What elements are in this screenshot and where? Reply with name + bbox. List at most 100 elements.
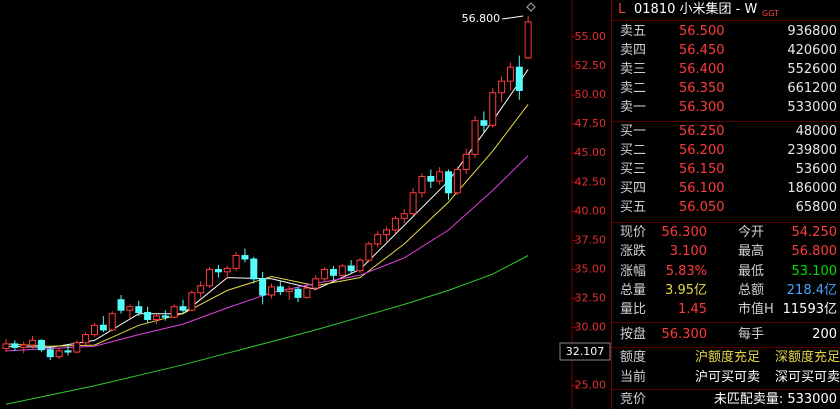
candle-body xyxy=(347,265,355,272)
candle-body xyxy=(197,285,205,294)
y-tick-label: 50.00 xyxy=(575,88,607,101)
stat-value: 5.83% xyxy=(665,263,707,279)
candle-body xyxy=(498,80,506,94)
panel-divider xyxy=(611,0,612,409)
stat-value: 54.250 xyxy=(791,225,838,240)
quota-value: 深额度充足 xyxy=(774,350,840,365)
stat-label: 涨幅 xyxy=(620,263,647,279)
candle-body xyxy=(241,255,249,260)
stat-value: 218.4亿 xyxy=(786,282,837,298)
y-tick-label: 25.00 xyxy=(575,379,607,392)
y-tick-label: 35.00 xyxy=(575,262,607,275)
candle-body xyxy=(506,66,514,82)
stat-label: 总额 xyxy=(738,282,765,298)
candle-body xyxy=(462,153,470,171)
book-volume: 48000 xyxy=(795,124,837,139)
stat-label: 量比 xyxy=(620,302,647,318)
lot-value: 200 xyxy=(812,327,837,342)
candle-body xyxy=(135,306,143,314)
y-tick-label: 30.00 xyxy=(575,321,607,334)
y-tick-label: 47.50 xyxy=(575,117,607,130)
candle-body xyxy=(427,175,435,182)
book-volume: 420600 xyxy=(787,43,837,58)
candle-body xyxy=(108,313,116,331)
moving-average-line xyxy=(5,69,529,348)
quota-value: 沪可买可卖 xyxy=(695,370,761,385)
stat-value: 11593亿 xyxy=(782,302,837,318)
candle-body xyxy=(37,339,45,351)
separator xyxy=(612,20,840,21)
candle-body xyxy=(329,268,337,276)
candle-body xyxy=(268,286,275,296)
separator xyxy=(612,121,840,122)
quota-label: 额度 xyxy=(620,350,647,365)
candle-body xyxy=(152,315,160,320)
candle-body xyxy=(126,306,134,311)
moving-average-line xyxy=(5,104,529,347)
candlestick-chart: 25.0027.5030.0032.5035.0037.5040.0042.50… xyxy=(2,0,611,409)
book-label: 买五 xyxy=(620,200,647,215)
stock-title: 01810 小米集团 - W xyxy=(634,2,758,17)
stat-value: 53.100 xyxy=(791,263,838,279)
candle-body xyxy=(445,171,452,194)
candle-body xyxy=(524,21,532,59)
candle-body xyxy=(29,339,37,346)
stat-label: 最低 xyxy=(738,263,765,279)
max-arrow xyxy=(502,15,524,20)
candle-body xyxy=(73,342,81,353)
book-label: 买一 xyxy=(620,124,647,139)
candle-body xyxy=(400,213,408,219)
candle-body xyxy=(365,243,373,261)
candle-body xyxy=(374,234,382,245)
book-label: 卖四 xyxy=(620,43,647,58)
book-volume: 936800 xyxy=(787,24,837,39)
y-tick-label: 40.00 xyxy=(575,204,607,217)
stat-value: 56.300 xyxy=(661,225,708,240)
candle-body xyxy=(489,92,497,126)
lot-label: 每手 xyxy=(738,327,765,342)
candle-body xyxy=(259,278,267,296)
auction-label: 竞价 xyxy=(620,392,647,407)
candle-body xyxy=(480,120,488,126)
lot-label: 按盘 xyxy=(620,327,647,342)
book-price: 56.200 xyxy=(679,143,725,158)
stat-label: 总量 xyxy=(620,282,647,298)
candle-body xyxy=(436,171,444,182)
candle-body xyxy=(312,278,320,289)
book-label: 卖五 xyxy=(620,24,647,39)
stat-value: 56.800 xyxy=(791,244,838,260)
candle-body xyxy=(144,312,152,320)
book-price: 56.250 xyxy=(679,124,725,139)
lot-value: 56.300 xyxy=(661,327,708,342)
book-price: 56.400 xyxy=(679,62,725,77)
candle-body xyxy=(188,292,196,311)
candle-body xyxy=(99,324,107,331)
book-volume: 239800 xyxy=(787,143,837,158)
candle-body xyxy=(453,169,461,194)
book-volume: 65800 xyxy=(795,200,837,215)
candle-body xyxy=(338,265,346,276)
stat-label: 涨跌 xyxy=(620,244,647,260)
stat-value: 1.45 xyxy=(678,302,707,318)
stat-label: 市值H xyxy=(738,302,774,318)
book-label: 卖一 xyxy=(620,100,647,115)
book-price: 56.300 xyxy=(679,100,725,115)
book-price: 56.450 xyxy=(679,43,725,58)
book-label: 买二 xyxy=(620,143,647,158)
book-price: 56.050 xyxy=(679,200,725,215)
candle-body xyxy=(20,344,28,348)
y-tick-label: 52.50 xyxy=(575,59,607,72)
separator xyxy=(612,322,840,323)
book-volume: 552600 xyxy=(787,62,837,77)
candle-body xyxy=(117,299,125,311)
book-label: 卖三 xyxy=(620,62,647,77)
book-volume: 53600 xyxy=(795,162,837,177)
y-tick-label: 32.50 xyxy=(575,292,607,305)
stat-label: 现价 xyxy=(620,225,647,240)
quota-value: 沪额度充足 xyxy=(695,350,761,365)
candle-body xyxy=(82,334,90,344)
candle-body xyxy=(232,255,240,269)
separator xyxy=(612,222,840,223)
marker-label: 32.107 xyxy=(566,345,605,358)
candle-body xyxy=(55,350,63,358)
